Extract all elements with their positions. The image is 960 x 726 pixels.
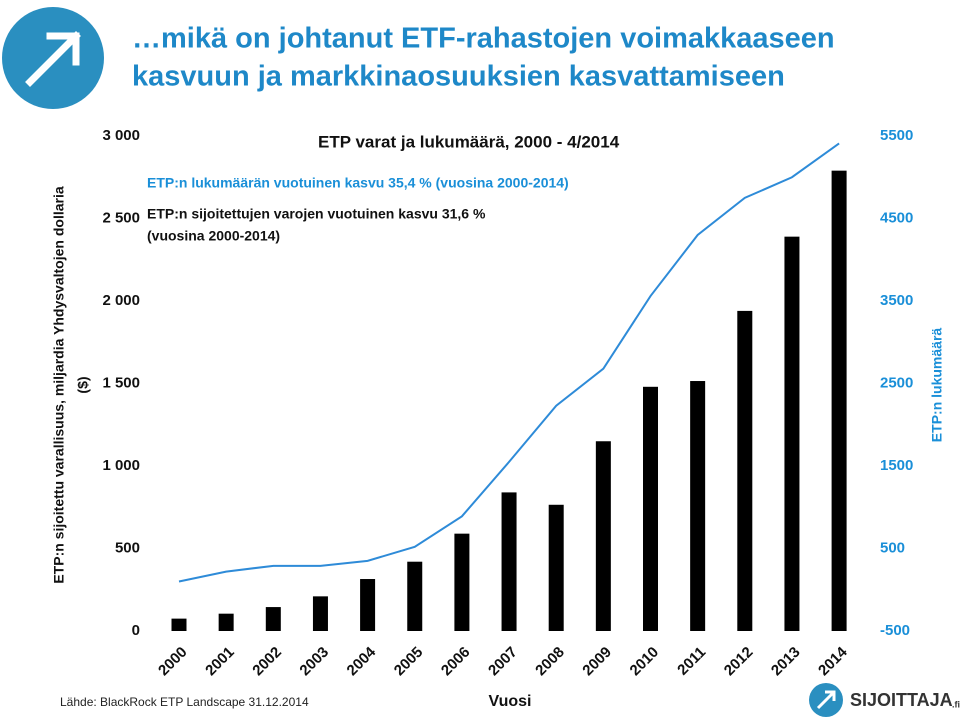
slide-title: kasvuun ja markkinaosuuksien kasvattamis… [132, 61, 785, 93]
x-tick-label: 2010 [627, 644, 663, 680]
y2-tick-label: 4500 [880, 209, 913, 226]
brand-suffix: .fi [952, 699, 960, 709]
annotation: (vuosina 2000-2014) [147, 228, 280, 244]
bar [265, 607, 281, 631]
x-tick-label: 2012 [721, 644, 757, 680]
x-tick-label: 2000 [155, 644, 191, 680]
y-tick-label: 1 500 [102, 374, 140, 391]
bar [690, 381, 706, 631]
y2-tick-label: 1500 [880, 457, 913, 474]
line [178, 142, 840, 583]
bar [312, 596, 328, 631]
x-tick-label: 2001 [202, 644, 238, 680]
x-tick-label: 2006 [438, 644, 474, 680]
x-tick-label: 2014 [815, 643, 851, 679]
chart-title: ETP varat ja lukumäärä, 2000 - 4/2014 [318, 132, 620, 151]
y-tick-label: 1 000 [102, 457, 140, 474]
source: Lähde: BlackRock ETP Landscape 31.12.201… [60, 695, 309, 709]
annotation: ETP:n sijoitettujen varojen vuotuinen ka… [147, 206, 486, 222]
y2-tick-label: 3500 [880, 292, 913, 309]
x-tick-label: 2013 [768, 644, 804, 680]
bar [784, 236, 800, 631]
y2-tick-label: 500 [880, 539, 905, 556]
annotation: ETP:n lukumäärän vuotuinen kasvu 35,4 % … [147, 175, 569, 191]
bar [454, 533, 470, 631]
x-tick-label: 2007 [485, 644, 521, 680]
x-tick-label: 2011 [674, 644, 709, 679]
x-tick-label: 2008 [532, 644, 568, 680]
x-axis-label: Vuosi [489, 693, 532, 710]
bar [643, 386, 658, 631]
brand: SIJOITTAJA [850, 690, 953, 710]
y-tick-label: 0 [132, 622, 140, 639]
bar [171, 618, 187, 631]
y-axis-label: ETP:n sijoitettu varallisuus, miljardia … [51, 186, 67, 584]
y2-axis-label: ETP:n lukumäärä [929, 328, 945, 443]
y2-tick-label: 5500 [880, 127, 913, 144]
x-tick-label: 2003 [296, 644, 332, 680]
x-tick-label: 2005 [391, 644, 427, 680]
bar [737, 310, 753, 631]
slide-title: …mikä on johtanut ETF-rahastojen voimakk… [132, 23, 835, 55]
bar [218, 613, 234, 631]
y-tick-label: 2 500 [102, 209, 140, 226]
y2-tick-label: 2500 [880, 374, 913, 391]
x-tick-label: 2004 [344, 643, 380, 679]
y-axis-label: ($) [75, 376, 91, 393]
logo [2, 7, 104, 109]
y-tick-label: 500 [115, 539, 140, 556]
x-tick-label: 2009 [579, 644, 615, 680]
y2-tick-label: -500 [880, 622, 910, 639]
bar [501, 492, 517, 631]
brand-logo [809, 683, 843, 717]
bar [595, 441, 611, 631]
bar [407, 561, 423, 631]
bar [831, 170, 847, 631]
bar [360, 579, 376, 631]
x-tick-label: 2002 [249, 644, 285, 680]
y-tick-label: 3 000 [102, 127, 140, 144]
bar [548, 504, 564, 631]
y-tick-label: 2 000 [102, 292, 140, 309]
